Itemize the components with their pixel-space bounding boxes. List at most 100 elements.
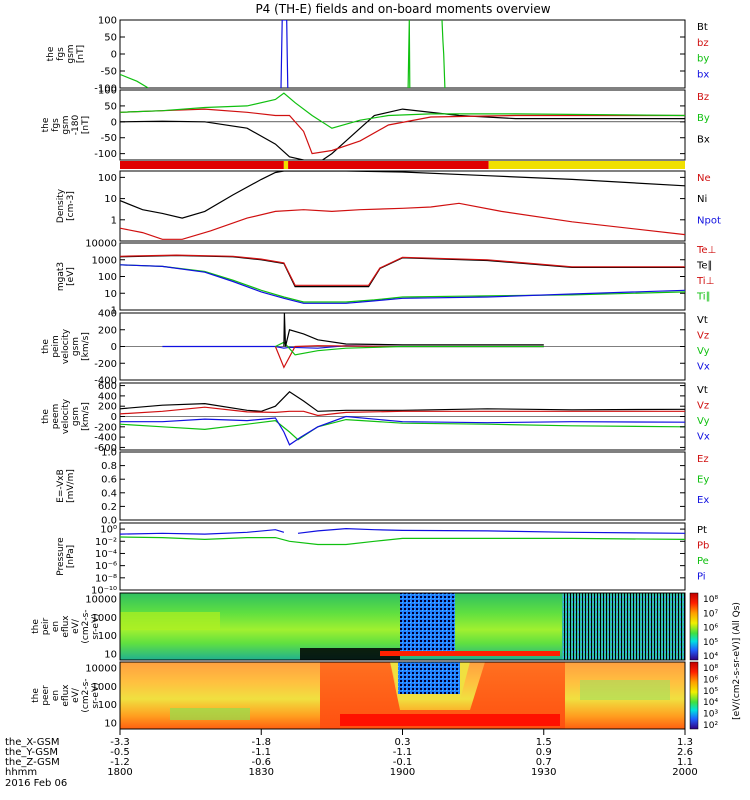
y-tick-label: -400 [94, 376, 117, 387]
legend-Vy: Vy [697, 346, 710, 357]
peir-spectrogram [119, 592, 686, 661]
y-tick-label: 10 [104, 650, 117, 661]
colorbar-peer-scale [689, 661, 699, 730]
y-tick-label: 100 [98, 631, 117, 642]
y-axis-label: [nPa] [66, 545, 76, 568]
y-tick-label: 10000 [85, 664, 117, 675]
panel-fgs: 100 50 0 -50 -100 the fgs gsm [nT] Bt bz by bx [46, 16, 709, 95]
time-axis-row-label: the_Y-GSM [5, 747, 58, 758]
legend-Bx: Bx [697, 134, 710, 145]
y-tick-label: 400 [98, 309, 117, 320]
peir-depletion [400, 593, 455, 653]
y-axis-label: the [46, 46, 56, 61]
time-axis-value: 0.7 [536, 757, 552, 768]
colorbar-peir-scale [689, 592, 699, 661]
series-Ni [120, 171, 685, 219]
legend-Vx: Vx [697, 362, 710, 373]
legend-Vt: Vt [697, 385, 708, 396]
series-Bz [120, 108, 685, 155]
y-axis-label: the [31, 619, 41, 634]
y-tick-label: -50 [101, 133, 117, 144]
time-axis-value: 1.5 [536, 737, 552, 748]
panel-vel1: 400 200 0 -200 -400 the peim velocity gsm [km/s] V… [41, 309, 710, 387]
legend-Vz: Vz [697, 401, 709, 412]
y-tick-label: -200 [94, 422, 117, 433]
time-axis-value: -1.1 [251, 747, 271, 758]
series-Pe [120, 536, 685, 546]
y-tick-label: 1000 [92, 613, 117, 624]
colorbar-tick-label: 10³ [703, 710, 718, 720]
y-tick-label: 0.6 [101, 475, 117, 486]
y-axis-label: [nT] [76, 45, 86, 63]
panel-peerflux: 10000 1000 100 10 the peer en eflux eV/(cm2-s-sr… [31, 664, 125, 730]
y-axis-label: [eV] [66, 267, 76, 286]
peir-band [120, 612, 220, 630]
panel-density: 100 10 1 Density [cm-3] Ne Ni Npot [56, 170, 721, 242]
series-Bx [120, 108, 685, 160]
series-by [441, 20, 446, 88]
series-Pi [120, 529, 285, 535]
y-tick-label: -200 [94, 359, 117, 370]
y-axis-label: -180 [71, 115, 81, 136]
y-axis-label: Density [56, 188, 66, 223]
y-tick-label: 200 [98, 325, 117, 336]
colorbar-tick-label: 10⁴ [703, 698, 718, 708]
time-axis-row-label: hhmm [5, 767, 37, 778]
y-tick-label: 0 [111, 117, 117, 128]
time-axis-value: -3.3 [110, 737, 130, 748]
y-tick-label: 0.2 [101, 502, 117, 513]
time-axis-value: -1.8 [251, 737, 271, 748]
series-Ti∥ [120, 264, 685, 303]
colorbar-label: [eV/(cm2-s-sr-eV)] (All Qs) [732, 602, 742, 720]
mode-bar-segment [120, 161, 284, 169]
peer-green-band [170, 708, 250, 720]
time-axis-value: 2000 [672, 767, 697, 778]
time-axis-value: -1.2 [110, 757, 130, 768]
y-tick-label: -50 [101, 67, 117, 78]
colorbar-peir: 10⁸ 10⁷ 10⁶ 10⁵ 10⁴ [689, 592, 718, 662]
time-axis-value: 1.3 [677, 737, 693, 748]
date-label: 2016 Feb 06 [5, 778, 67, 789]
legend-Vy: Vy [697, 416, 710, 427]
peir-frame [119, 592, 686, 661]
y-axis-label: [mV/m] [66, 469, 76, 503]
peir-noise [562, 593, 685, 660]
y-axis-label: Pressure [56, 537, 66, 576]
legend-Pb: Pb [697, 541, 709, 552]
y-axis-label: sr-eV) [91, 682, 101, 708]
panel-peirflux: 10000 1000 100 10 the peir en eflux eV/(cm2-s-sr… [31, 595, 125, 661]
legend-Pe: Pe [697, 556, 709, 567]
legend-Npot: Npot [697, 215, 721, 226]
peir-low-energy [300, 648, 400, 660]
y-tick-label: 10 [104, 194, 117, 205]
y-axis-label: gsm [71, 337, 81, 356]
y-tick-label: 10⁻² [95, 537, 117, 548]
colorbar-tick-label: 10⁵ [703, 638, 718, 648]
colorbar-tick-label: 10⁶ [703, 624, 718, 634]
series-Vz [274, 345, 544, 369]
peer-hot-region [320, 662, 565, 729]
legend-Bz: Bz [697, 92, 709, 103]
colorbar-tick-label: 10⁶ [703, 675, 718, 685]
panel-frame [119, 170, 686, 242]
time-axis-value: 0.3 [395, 737, 411, 748]
y-tick-label: 10000 [85, 239, 117, 250]
legend-Vt: Vt [697, 315, 708, 326]
y-tick-label: 10 [104, 289, 117, 300]
y-axis-label: E=-VxB [56, 469, 66, 503]
series-Ne [120, 202, 685, 240]
legend-Ey: Ey [697, 475, 709, 486]
panel-bar [120, 161, 685, 169]
legend-Ti∥: Ti∥ [696, 292, 711, 303]
panel-frame [119, 89, 686, 161]
y-axis-label: en [51, 690, 61, 701]
y-axis-label: eflux [61, 615, 71, 638]
y-tick-label: 100 [98, 272, 117, 283]
peer-red-band [340, 714, 560, 726]
y-axis-label: eV/ [71, 687, 81, 703]
legend-Vz: Vz [697, 331, 709, 342]
